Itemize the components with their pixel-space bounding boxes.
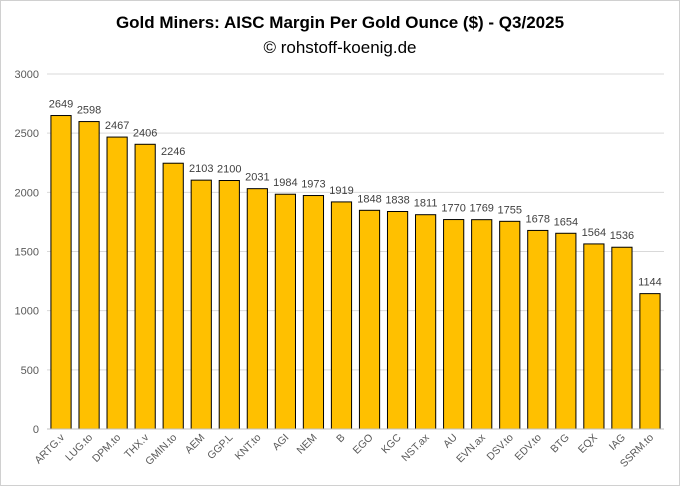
x-category-label: BTG [548,432,572,456]
bar-iag [611,246,633,430]
x-category-label: DPM.to [90,432,123,465]
bar-thx-v [134,143,156,430]
bar-artg-v [50,115,72,430]
x-category-label: ARTG.v [32,431,67,466]
bar-nst-ax [415,214,437,430]
bar-gmin-to [162,162,184,430]
bar-agi [274,193,296,430]
bar-lug-to [78,121,100,430]
data-label: 2031 [245,172,269,184]
bar-ego [358,209,381,430]
x-category-label: IAG [607,432,628,453]
x-category-label: NEM [295,432,320,457]
data-label: 1919 [329,185,353,197]
x-category-label: EDV.to [513,432,544,463]
bar-aem [190,179,212,430]
data-label: 2649 [49,99,73,111]
data-label: 1811 [414,198,438,210]
x-category-label: EQX [576,432,600,456]
data-label: 1654 [554,216,578,228]
data-label: 1678 [526,213,550,225]
data-label: 1973 [301,179,325,191]
x-category-label: AGI [270,432,291,453]
x-category-label: KNT.to [233,432,264,463]
data-label: 1770 [441,203,465,215]
data-label: 2406 [133,127,157,139]
data-label: 1144 [638,277,662,289]
x-category-label: DSV.to [485,432,516,463]
y-axis-ticks: 0 500 1000 1500 2000 2500 3000 [15,69,39,436]
y-tick-label: 1000 [15,306,39,318]
x-category-label: GGP.L [205,432,235,462]
bar-kgc [386,211,409,430]
data-label: 1848 [357,193,381,205]
data-label: 1564 [582,227,606,239]
x-category-label: EGO [351,432,376,457]
bar-btg [555,232,577,430]
data-label: 2100 [217,164,241,176]
data-label: 2246 [161,146,185,158]
y-tick-label: 2500 [15,128,39,140]
x-category-label: AEM [183,432,208,457]
x-category-label: GMIN.to [143,432,179,468]
y-tick-label: 1500 [15,247,39,259]
x-category-label: KGC [379,431,404,456]
y-tick-label: 0 [33,424,39,436]
data-label: 1984 [273,177,297,189]
data-label: 2103 [189,163,213,175]
data-label: 1838 [385,195,409,207]
data-label: 1755 [498,204,522,216]
y-tick-label: 3000 [15,69,39,81]
bars [50,115,661,430]
x-category-label: NST.ax [399,431,432,464]
data-label: 1536 [610,230,634,242]
data-label: 1769 [469,203,493,215]
chart-title: Gold Miners: AISC Margin Per Gold Ounce … [116,13,564,32]
chart-subtitle: © rohstoff-koenig.de [263,38,416,57]
bar-dsv-to [499,220,521,430]
y-tick-label: 500 [21,365,39,377]
data-label: 2598 [77,105,101,117]
data-label: 2467 [105,120,129,132]
x-category-label: EVN.ax [454,431,488,465]
bar-evn-ax [471,219,493,430]
data-labels: 2649 2598 2467 2406 2246 2103 2100 2031 1984 1973… [49,99,662,289]
bar-ggp-l [218,180,240,430]
bar-nem [302,195,325,430]
x-category-label: AU [441,432,460,451]
bar-knt-to [246,188,268,430]
bar-edv-to [527,229,549,430]
bar-eqx [583,243,605,430]
bar-ssrm-to [639,293,661,430]
bar-b [330,201,353,430]
x-category-label: LUG.to [63,432,95,464]
x-category-label: B [334,432,347,445]
bar-au [443,219,465,430]
bar-dpm-to [106,136,128,430]
y-tick-label: 2000 [15,187,39,199]
